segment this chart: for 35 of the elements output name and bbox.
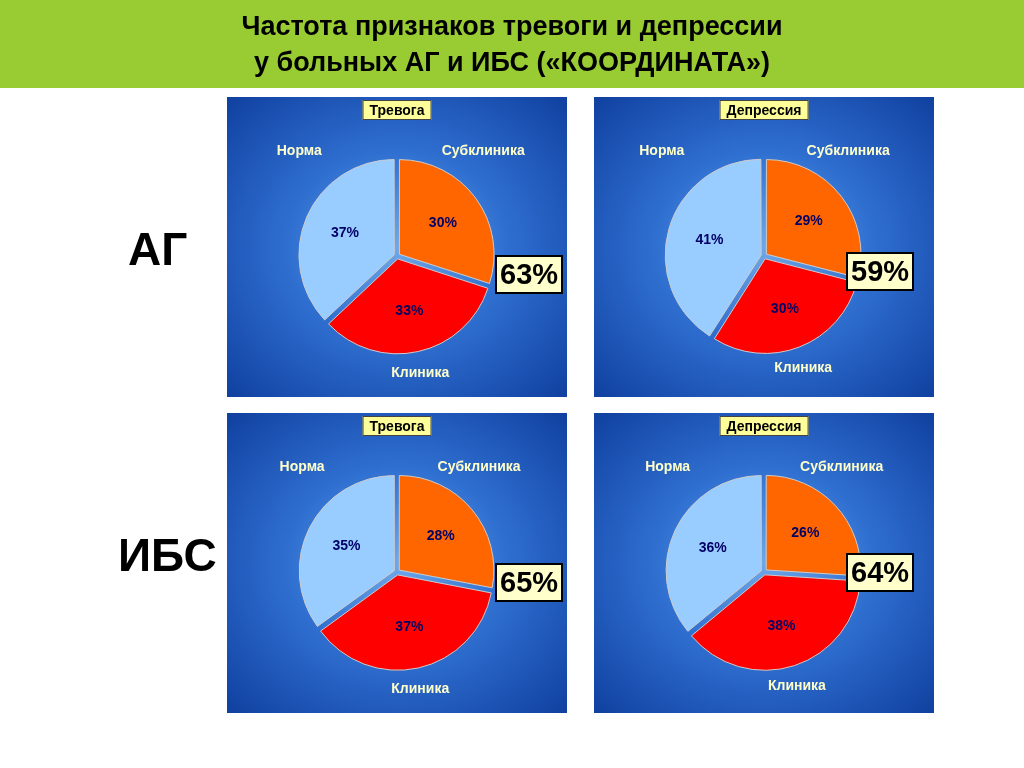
- text: 63%: [495, 255, 564, 294]
- slice-label: Субклиника: [437, 458, 521, 475]
- data-label: 29%: [794, 212, 824, 229]
- slice-label: Норма: [645, 458, 691, 475]
- slice-label: Норма: [279, 458, 325, 475]
- slice-label: Субклиника: [441, 142, 525, 159]
- data-label: 38%: [767, 616, 797, 633]
- data-label: 26%: [791, 524, 820, 541]
- data-label: 41%: [695, 231, 725, 248]
- data-label: 37%: [330, 224, 360, 241]
- slice-label: Норма: [639, 142, 685, 159]
- slice-label: Клиника: [391, 680, 450, 697]
- data-label: 30%: [428, 213, 458, 230]
- data-label: 36%: [698, 538, 728, 555]
- slice-label: Клиника: [767, 677, 827, 694]
- slice-label: Субклиника: [800, 458, 884, 475]
- slice-label: Норма: [276, 142, 322, 159]
- chart-title: Тревога: [362, 416, 432, 436]
- slice-label: Клиника: [391, 364, 450, 381]
- text: 64%: [846, 553, 915, 592]
- text: ИБС: [118, 528, 217, 582]
- data-label: 30%: [770, 299, 800, 316]
- data-label: 28%: [426, 526, 456, 543]
- data-label: 35%: [332, 537, 362, 554]
- slice-label: Клиника: [774, 358, 833, 375]
- text: Частота признаков тревоги и депрессии у больных АГ и ИБС («КООРДИНАТА»): [0, 0, 1024, 88]
- chart-title: Тревога: [362, 100, 432, 120]
- data-label: 33%: [395, 302, 424, 319]
- chart-title: Депрессия: [719, 416, 809, 436]
- slice-label: Субклиника: [806, 142, 890, 159]
- text: АГ: [128, 222, 188, 276]
- chart-title: Депрессия: [719, 100, 809, 120]
- text: 65%: [495, 563, 564, 602]
- text: 59%: [846, 252, 915, 291]
- data-label: 37%: [395, 618, 424, 635]
